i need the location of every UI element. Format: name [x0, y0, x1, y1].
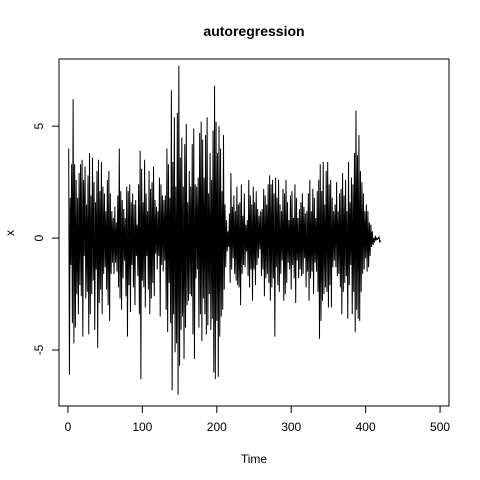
- x-axis: 0 100 200 300 400 500: [65, 405, 450, 434]
- y-tick-label: -5: [32, 344, 46, 355]
- x-axis-label: Time: [241, 452, 268, 466]
- x-tick-label: 100: [132, 420, 152, 434]
- series-layer: [68, 65, 382, 395]
- x-tick-label: 0: [65, 420, 72, 434]
- x-tick-label: 200: [207, 420, 227, 434]
- y-axis: -5 0 5: [32, 123, 60, 355]
- x-tick-label: 400: [356, 420, 376, 434]
- y-axis-label: x: [3, 230, 17, 236]
- y-tick-label: 5: [32, 123, 46, 130]
- y-tick-label: 0: [32, 234, 46, 241]
- series-line: [68, 65, 382, 395]
- chart-title: autoregression: [203, 23, 304, 39]
- x-tick-label: 300: [281, 420, 301, 434]
- x-tick-label: 500: [430, 420, 450, 434]
